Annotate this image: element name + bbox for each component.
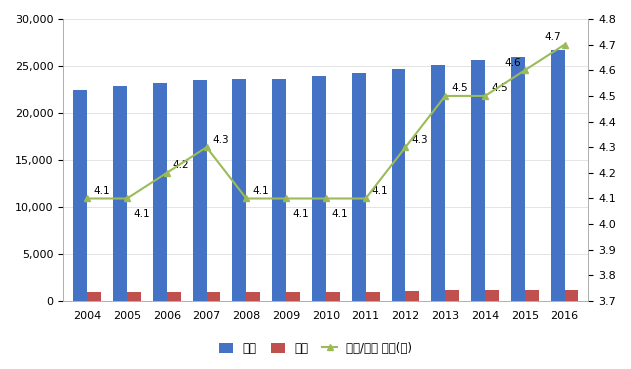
Bar — [113, 86, 127, 301]
Bar — [272, 79, 286, 301]
Bar — [326, 292, 340, 301]
충남/전국 비중(우) — [123, 196, 131, 201]
Bar — [511, 56, 525, 301]
Bar — [525, 290, 539, 301]
충남/전국 비중(우) — [362, 196, 369, 201]
Legend: 전국, 충남, 충남/전국 비중(우): 전국, 충남, 충남/전국 비중(우) — [214, 337, 417, 359]
Text: 4.1: 4.1 — [133, 209, 150, 219]
충남/전국 비중(우) — [561, 42, 569, 47]
Bar — [406, 292, 420, 301]
Bar — [485, 290, 499, 301]
Bar — [87, 292, 101, 301]
Bar — [551, 50, 565, 301]
Bar — [391, 69, 406, 301]
Bar — [192, 80, 206, 301]
Bar — [445, 290, 459, 301]
Text: 4.1: 4.1 — [93, 186, 110, 196]
Bar — [127, 292, 141, 301]
충남/전국 비중(우) — [83, 196, 91, 201]
충남/전국 비중(우) — [203, 145, 210, 149]
충남/전국 비중(우) — [481, 94, 489, 98]
Line: 충남/전국 비중(우): 충남/전국 비중(우) — [84, 41, 568, 202]
Bar — [167, 292, 180, 301]
Bar — [286, 292, 300, 301]
충남/전국 비중(우) — [402, 145, 410, 149]
Text: 4.5: 4.5 — [491, 83, 507, 93]
충남/전국 비중(우) — [442, 94, 449, 98]
Text: 4.1: 4.1 — [252, 186, 269, 196]
Bar — [312, 76, 326, 301]
충남/전국 비중(우) — [521, 68, 529, 72]
Bar — [565, 290, 579, 301]
Bar — [232, 79, 246, 301]
Text: 4.6: 4.6 — [505, 58, 521, 68]
Text: 4.1: 4.1 — [332, 209, 348, 219]
Bar — [153, 83, 167, 301]
Text: 4.3: 4.3 — [411, 135, 428, 145]
충남/전국 비중(우) — [322, 196, 329, 201]
Text: 4.1: 4.1 — [292, 209, 309, 219]
Text: 4.3: 4.3 — [213, 135, 229, 145]
Bar — [365, 292, 380, 301]
Bar — [471, 61, 485, 301]
Bar — [431, 65, 445, 301]
Bar — [351, 73, 365, 301]
Text: 4.5: 4.5 — [451, 83, 468, 93]
충남/전국 비중(우) — [282, 196, 290, 201]
Text: 4.7: 4.7 — [545, 32, 561, 42]
Text: 4.1: 4.1 — [372, 186, 388, 196]
Text: 4.2: 4.2 — [173, 160, 189, 170]
충남/전국 비중(우) — [242, 196, 250, 201]
Bar — [206, 292, 220, 301]
Bar — [246, 292, 260, 301]
Bar — [73, 90, 87, 301]
충남/전국 비중(우) — [163, 170, 170, 175]
